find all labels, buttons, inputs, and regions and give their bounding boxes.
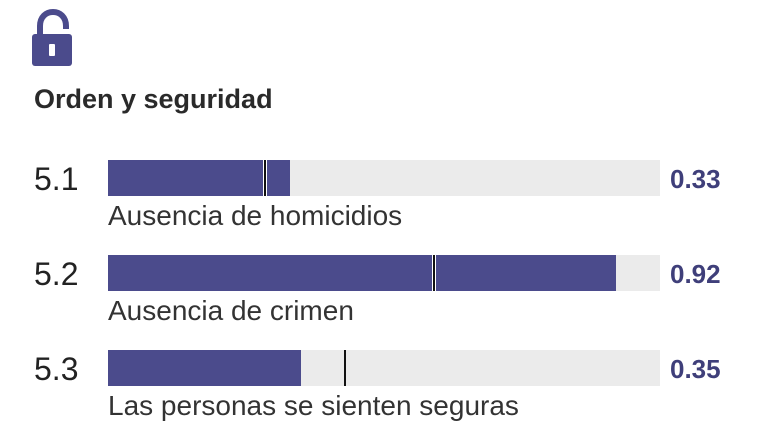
bar xyxy=(108,255,616,291)
bar-track xyxy=(108,160,660,196)
bar-value-label: 0.35 xyxy=(670,354,721,384)
reference-marker xyxy=(343,350,347,386)
bar-value-label: 0.33 xyxy=(670,164,721,194)
category-label: Las personas se sienten seguras xyxy=(108,390,519,421)
chart-row: 5.2 0.92 Ausencia de crimen xyxy=(0,251,768,341)
bar xyxy=(108,160,291,196)
row-code: 5.1 xyxy=(34,161,79,197)
reference-marker xyxy=(431,255,436,291)
bar-value-label: 0.92 xyxy=(670,259,721,289)
bar xyxy=(108,350,302,386)
category-label: Ausencia de crimen xyxy=(108,295,354,326)
row-code: 5.2 xyxy=(34,256,79,292)
bar-track xyxy=(108,255,660,291)
lock-icon xyxy=(28,8,76,70)
chart-title: Orden y seguridad xyxy=(34,84,273,114)
chart-row: 5.3 0.35 Las personas se sienten seguras xyxy=(0,346,768,436)
row-code: 5.3 xyxy=(34,351,79,387)
bar-track xyxy=(108,350,660,386)
chart-row: 5.1 0.33 Ausencia de homicidios xyxy=(0,156,768,246)
reference-marker xyxy=(263,160,268,196)
category-label: Ausencia de homicidios xyxy=(108,200,403,231)
